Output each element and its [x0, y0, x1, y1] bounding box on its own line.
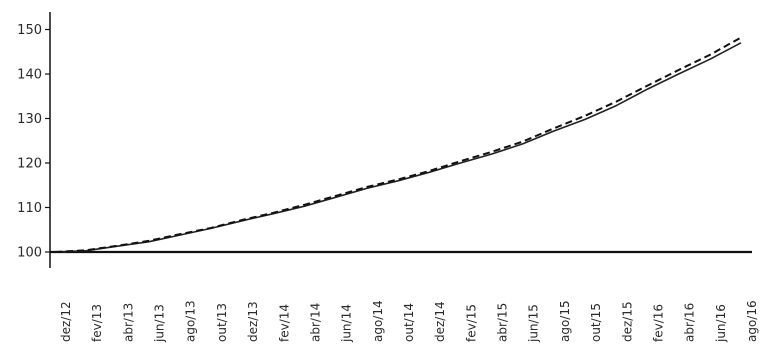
x-tick-label: jun/13 — [153, 304, 167, 343]
x-tick-label: jun/16 — [714, 304, 728, 343]
x-tick-label: jun/14 — [340, 304, 354, 343]
series-layer — [54, 36, 742, 253]
x-tick-label: ago/14 — [371, 300, 385, 342]
y-tick-labels: 100 110 120 130 140 150 — [17, 23, 42, 261]
y-tick-label: 140 — [17, 68, 42, 83]
x-tick-label: fev/14 — [277, 304, 291, 342]
x-tick-label: ago/15 — [558, 300, 572, 342]
x-tick-label: dez/14 — [433, 301, 447, 342]
x-tick-label: ago/16 — [745, 300, 759, 342]
x-tick-label: out/14 — [402, 303, 416, 342]
x-tick-label: abr/15 — [496, 303, 510, 342]
y-tick-label: 120 — [17, 157, 42, 172]
x-tick-label: abr/14 — [308, 303, 322, 342]
y-tick-label: 110 — [17, 201, 42, 216]
x-tick-label: dez/15 — [620, 301, 634, 342]
y-tick-label: 130 — [17, 112, 42, 127]
y-tick-label: 100 — [17, 246, 42, 261]
y-tick-label: 150 — [17, 23, 42, 38]
x-tick-label: dez/13 — [246, 301, 260, 342]
x-tick-label: out/15 — [589, 303, 603, 342]
x-tick-label: ago/13 — [184, 300, 198, 342]
x-tick-label: dez/12 — [59, 301, 73, 342]
x-tick-labels: dez/12 fev/13 abr/13 jun/13 ago/13 out/13 dez/… — [59, 300, 759, 343]
series-line-solid — [54, 42, 742, 253]
x-tick-label: fev/16 — [651, 304, 665, 342]
x-tick-label: abr/16 — [683, 303, 697, 342]
x-tick-label: out/13 — [215, 303, 229, 342]
x-tick-label: fev/15 — [464, 304, 478, 342]
x-tick-label: abr/13 — [121, 303, 135, 342]
x-tick-label: fev/13 — [90, 304, 104, 342]
x-tick-label: jun/15 — [527, 304, 541, 343]
axes — [45, 12, 752, 268]
series-line-dashed — [54, 36, 742, 253]
